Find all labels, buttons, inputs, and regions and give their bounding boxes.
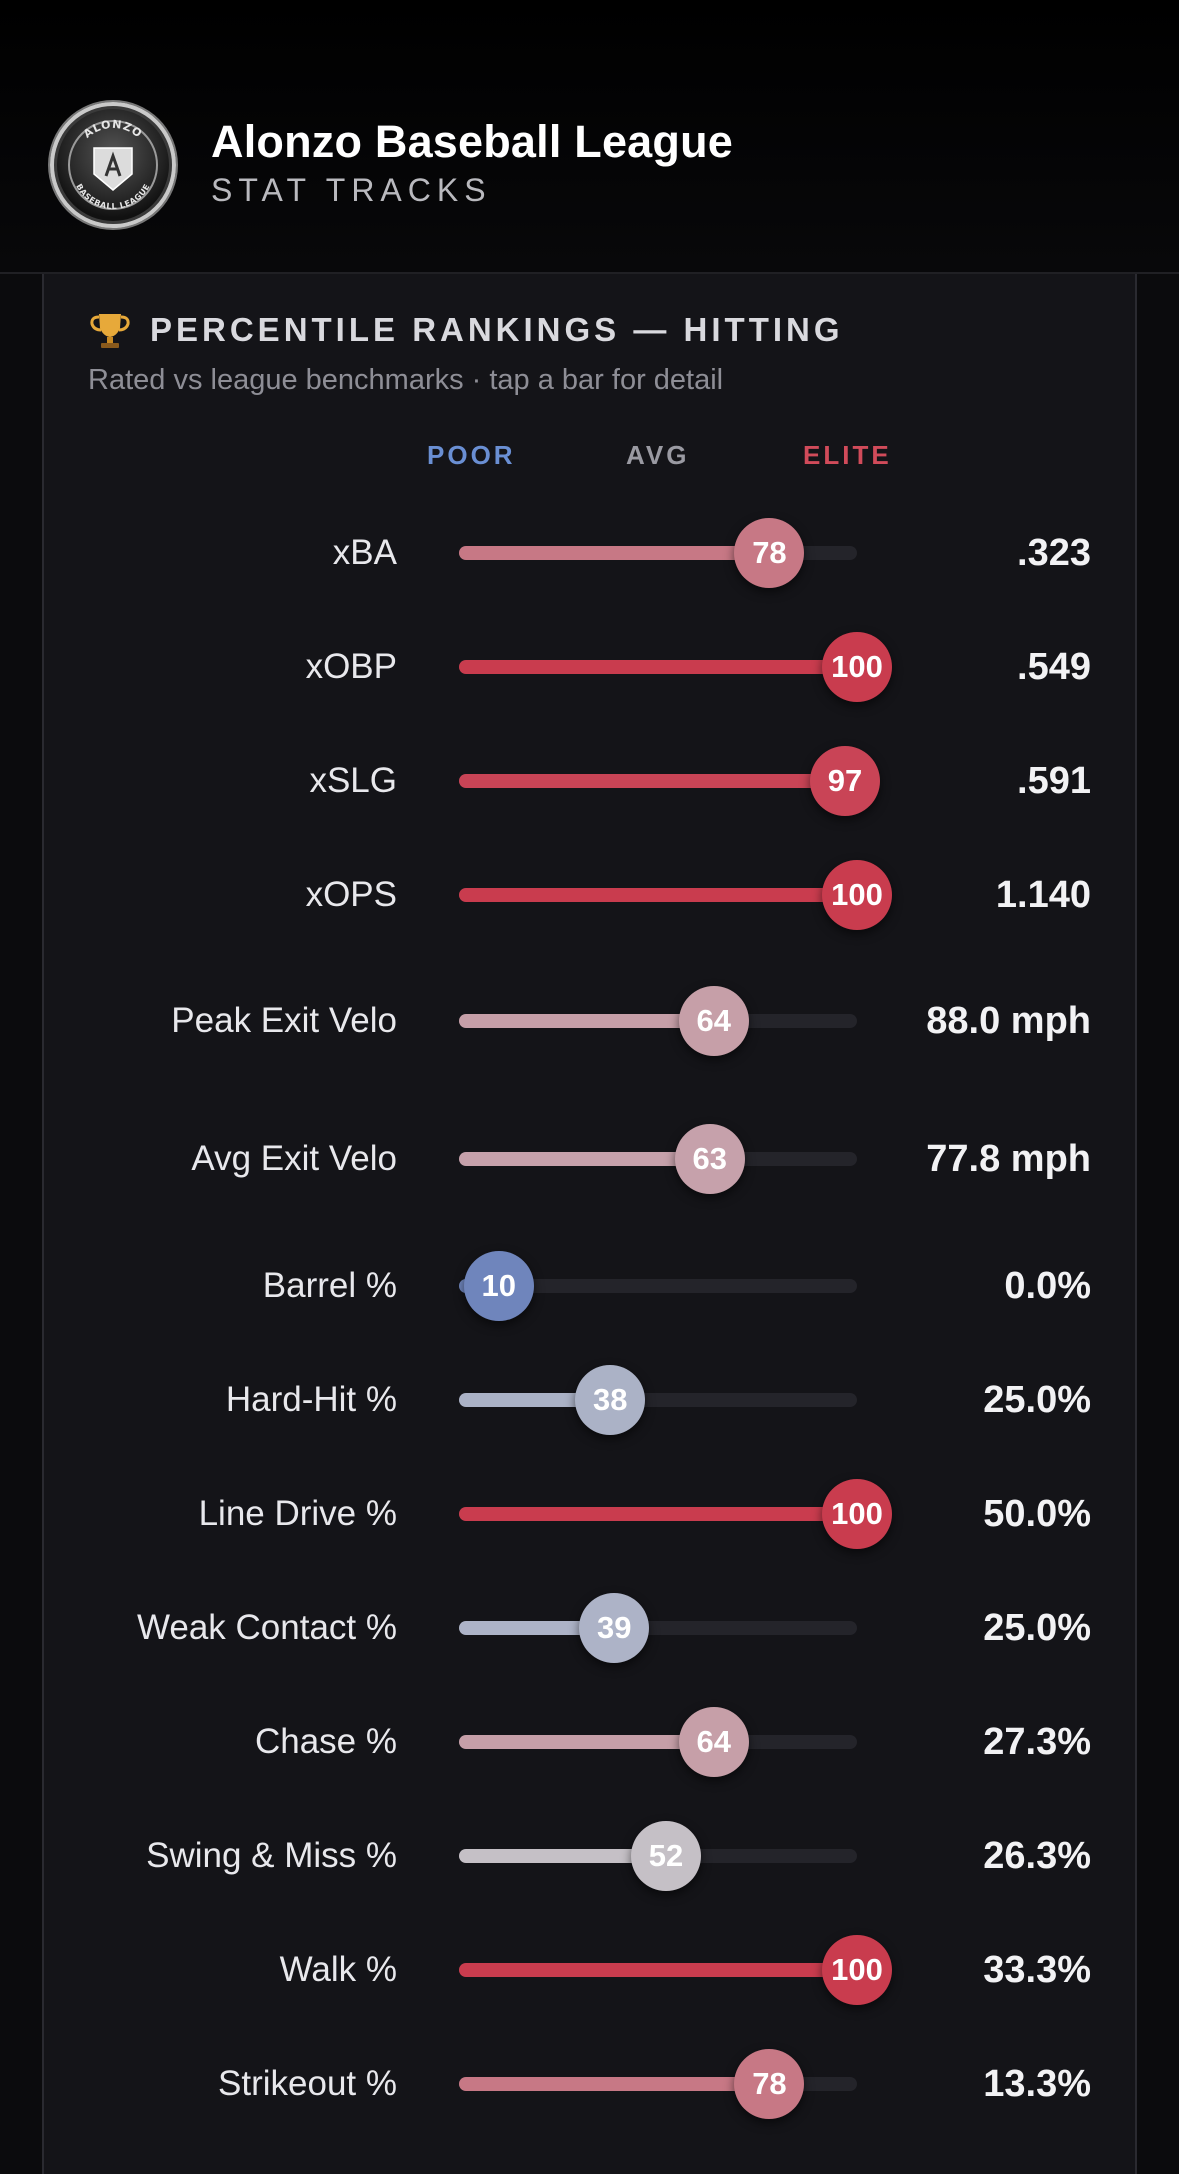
trophy-icon [90,314,130,348]
stat-row[interactable]: Swing & Miss % 52 26.3% [0,1806,1179,1906]
percentile-badge[interactable]: 10 [463,1251,534,1321]
stat-value: 26.3% [983,1835,1091,1877]
stat-row[interactable]: xOPS 100 1.140 [0,845,1179,945]
svg-text:ALONZO: ALONZO [81,118,145,141]
percentile-fill [459,1963,857,1977]
stat-value: 27.3% [983,1721,1091,1763]
stat-value: .591 [1017,760,1091,802]
card-title-text: PERCENTILE RANKINGS — HITTING [150,311,844,348]
percentile-badge[interactable]: 100 [822,1479,892,1549]
stat-row[interactable]: Strikeout % 78 13.3% [0,2034,1179,2134]
stat-label: xBA [332,533,397,572]
percentile-track[interactable]: 100 [459,1479,892,1549]
app-header: ALONZO BASEBALL LEAGUE Alonzo Baseball L… [0,0,1179,274]
card-title: PERCENTILE RANKINGS — HITTING [88,308,844,352]
stat-row[interactable]: Walk % 100 33.3% [0,1920,1179,2020]
stat-label: Hard-Hit % [225,1380,397,1419]
stat-value: .323 [1017,532,1091,574]
stat-row[interactable]: Hard-Hit % 38 25.0% [0,1350,1179,1450]
logo-text-top: ALONZO [81,118,144,141]
percentile-badge[interactable]: 100 [822,860,892,930]
stat-value: 0.0% [1004,1265,1091,1307]
stat-label: Peak Exit Velo [171,1001,397,1040]
stat-value: 1.140 [995,874,1091,916]
percentile-track[interactable]: 100 [459,1935,892,2005]
stat-label: Strikeout % [218,2064,397,2103]
stat-label: xOBP [305,647,397,686]
percentile-track[interactable]: 64 [459,1707,857,1777]
stat-row[interactable]: xSLG 97 .591 [0,731,1179,831]
app-title: Alonzo Baseball League [211,116,734,167]
percentile-badge[interactable]: 39 [579,1593,650,1663]
stat-label: Walk % [279,1950,397,1989]
percentile-badge[interactable]: 63 [674,1124,745,1194]
stat-row[interactable]: Chase % 64 27.3% [0,1692,1179,1792]
stat-row[interactable]: Avg Exit Velo 63 77.8 mph [0,1109,1179,1209]
percentile-fill [459,2077,770,2091]
percentile-track[interactable]: 78 [459,518,857,588]
percentile-fill [459,1621,615,1635]
stat-value: .549 [1017,646,1091,688]
stat-row[interactable]: xBA 78 .323 [0,503,1179,603]
percentile-badge[interactable]: 64 [678,1707,749,1777]
stat-label: xOPS [305,875,397,914]
percentile-fill [459,888,857,902]
stat-label: xSLG [309,761,397,800]
percentile-badge[interactable]: 97 [810,746,881,816]
stat-value: 13.3% [983,2063,1091,2105]
percentile-badge[interactable]: 100 [822,632,892,702]
percentile-track[interactable]: 100 [459,632,892,702]
percentile-track[interactable]: 97 [459,746,881,816]
stat-value: 77.8 mph [926,1138,1091,1180]
percentile-badge[interactable]: 52 [630,1821,701,1891]
stat-row[interactable]: xOBP 100 .549 [0,617,1179,717]
percentile-fill [459,1152,710,1166]
percentile-badge[interactable]: 78 [734,518,805,588]
league-logo: ALONZO BASEBALL LEAGUE [50,102,176,228]
stat-value: 50.0% [983,1493,1091,1535]
stat-label: Line Drive % [198,1494,397,1533]
stat-label: Barrel % [262,1266,397,1305]
percentile-track[interactable]: 64 [459,986,857,1056]
app-subtitle: STAT TRACKS [211,172,492,208]
percentile-fill [459,1849,666,1863]
percentile-badge[interactable]: 64 [678,986,749,1056]
percentile-badge[interactable]: 38 [575,1365,646,1435]
stat-value: 25.0% [983,1379,1091,1421]
stat-row[interactable]: Weak Contact % 39 25.0% [0,1578,1179,1678]
stat-row[interactable]: Line Drive % 100 50.0% [0,1464,1179,1564]
legend-poor: POOR [427,440,516,470]
stat-label: Weak Contact % [136,1608,397,1647]
percentile-fill [459,774,846,788]
stat-value: 33.3% [983,1949,1091,1991]
percentile-track[interactable]: 10 [459,1251,857,1321]
card-subtitle: Rated vs league benchmarks · tap a bar f… [88,364,724,396]
percentile-badge[interactable]: 100 [822,1935,892,2005]
percentile-track[interactable]: 78 [459,2049,857,2119]
percentile-fill [459,660,857,674]
percentile-fill [459,1014,714,1028]
stat-value: 25.0% [983,1607,1091,1649]
percentile-track[interactable]: 52 [459,1821,857,1891]
stat-label: Swing & Miss % [146,1836,397,1875]
stat-label: Avg Exit Velo [191,1139,397,1178]
legend-elite: ELITE [803,440,892,470]
percentile-fill [459,1735,714,1749]
legend-avg: AVG [626,440,690,470]
percentile-fill [459,1393,611,1407]
stat-label: Chase % [254,1722,397,1761]
percentile-track[interactable]: 38 [459,1365,857,1435]
percentile-track[interactable]: 100 [459,860,892,930]
percentile-fill [459,546,770,560]
stat-row[interactable]: Peak Exit Velo 64 88.0 mph [0,971,1179,1071]
percentile-fill [459,1507,857,1521]
percentile-track[interactable]: 63 [459,1124,857,1194]
percentile-badge[interactable]: 78 [734,2049,805,2119]
stat-value: 88.0 mph [926,1000,1091,1042]
stat-row[interactable]: Barrel % 10 0.0% [0,1236,1179,1336]
percentile-track[interactable]: 39 [459,1593,857,1663]
